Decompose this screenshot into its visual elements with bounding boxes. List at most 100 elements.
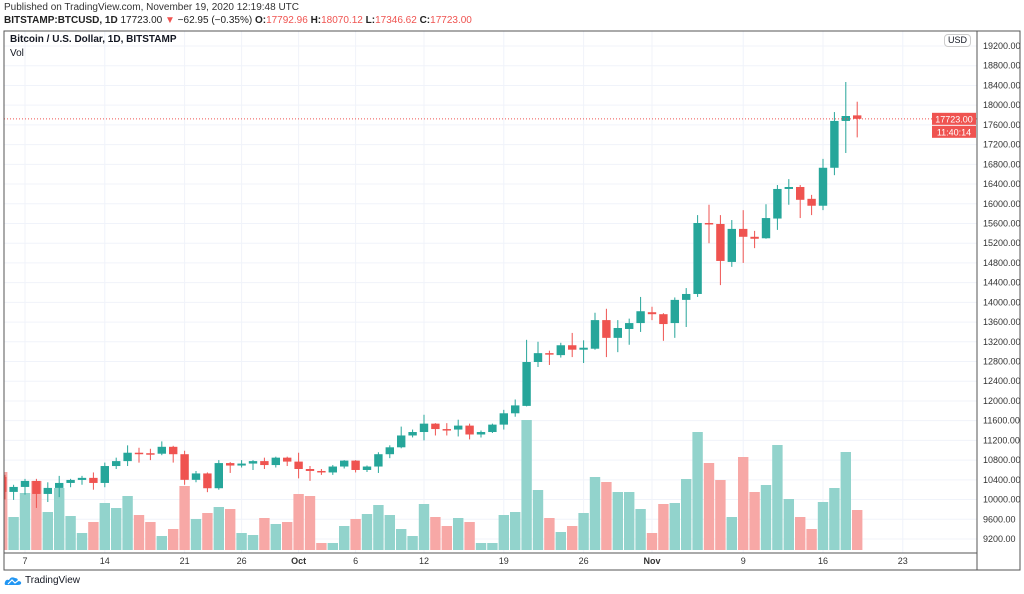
candle-body xyxy=(682,293,691,300)
volume-bar xyxy=(829,488,840,550)
candle-body xyxy=(773,188,782,219)
volume-bar xyxy=(42,512,53,550)
time-tick-label: 26 xyxy=(579,556,589,566)
candle-body xyxy=(739,228,748,237)
candle xyxy=(796,185,805,219)
candle xyxy=(294,452,303,479)
volume-bar xyxy=(464,522,475,550)
candle xyxy=(465,423,474,440)
candle xyxy=(43,482,52,503)
candle xyxy=(499,409,508,430)
candle-body xyxy=(214,463,223,489)
candle-body xyxy=(374,454,383,467)
close-value: 17723.00 xyxy=(430,15,472,26)
candle-body xyxy=(727,228,736,262)
tradingview-logo[interactable]: TradingView xyxy=(4,575,80,586)
price-tick-label: 14000.00 xyxy=(983,297,1021,307)
time-tick-label: 9 xyxy=(741,556,746,566)
volume-bar xyxy=(692,432,703,550)
volume-bars xyxy=(4,420,863,550)
candle xyxy=(4,474,7,500)
volume-bar xyxy=(487,543,498,550)
candle xyxy=(488,423,497,434)
candle xyxy=(237,460,246,468)
candle xyxy=(568,332,577,358)
price-tick-label: 15200.00 xyxy=(983,238,1021,248)
candle xyxy=(773,185,782,230)
candle-body xyxy=(9,486,18,492)
candle xyxy=(271,456,280,468)
candle-body xyxy=(294,461,303,469)
price-tick-label: 12000.00 xyxy=(983,396,1021,406)
candle xyxy=(55,475,64,498)
candle xyxy=(579,340,588,363)
volume-bar xyxy=(236,533,247,550)
candle xyxy=(841,81,850,153)
candle xyxy=(419,414,429,441)
candle-body xyxy=(146,453,155,455)
current-price-label: 17723.00 xyxy=(935,114,973,124)
candle-body xyxy=(556,345,565,356)
candle-body xyxy=(465,425,474,435)
volume-bar xyxy=(133,515,145,550)
candle xyxy=(727,220,736,267)
candle xyxy=(305,466,315,481)
volume-bar xyxy=(122,496,133,550)
candle-body xyxy=(248,461,258,464)
candle-body xyxy=(362,466,372,470)
grid xyxy=(4,31,977,553)
volume-bar xyxy=(521,420,532,550)
volume-bar xyxy=(213,507,224,550)
candle-body xyxy=(431,423,440,430)
volume-bar xyxy=(373,505,384,550)
candle-body xyxy=(841,116,850,121)
price-tick-label: 9200.00 xyxy=(983,534,1016,544)
time-tick-label: 14 xyxy=(100,556,110,566)
volume-bar xyxy=(179,486,190,550)
candle xyxy=(590,312,600,350)
volume-bar xyxy=(190,519,202,550)
candle xyxy=(123,445,132,467)
price-tick-label: 18400.00 xyxy=(983,80,1021,90)
currency-button[interactable]: USD xyxy=(944,34,972,47)
candle-body xyxy=(169,446,178,455)
time-tick-label: 21 xyxy=(180,556,190,566)
candle xyxy=(545,350,554,365)
volume-bar xyxy=(589,477,601,550)
volume-bar xyxy=(612,492,623,550)
price-tick-label: 9600.00 xyxy=(983,514,1016,524)
volume-bar xyxy=(76,533,88,550)
candle-body xyxy=(750,236,759,239)
volume-bar xyxy=(339,526,350,550)
candle xyxy=(32,478,41,508)
volume-bar xyxy=(111,508,122,550)
candle-body xyxy=(511,405,520,414)
volume-bar xyxy=(350,519,361,550)
candle xyxy=(191,470,201,483)
candle-body xyxy=(305,468,315,471)
price-tick-label: 10000.00 xyxy=(983,495,1021,505)
volume-bar xyxy=(703,463,715,550)
candle-body xyxy=(636,311,645,324)
candle-body xyxy=(716,223,725,261)
candle xyxy=(682,288,691,328)
time-tick-label: 19 xyxy=(499,556,509,566)
volume-bar xyxy=(19,493,31,550)
candle xyxy=(397,426,406,449)
volume-bar xyxy=(795,517,806,550)
candle xyxy=(328,465,337,475)
last-price: 17723.00 xyxy=(120,15,163,26)
volume-bar xyxy=(384,515,395,550)
symbol-name[interactable]: BITSTAMP:BTCUSD, 1D xyxy=(4,15,118,26)
volume-bar xyxy=(361,514,373,550)
candle-body xyxy=(476,432,486,435)
volume-bar xyxy=(840,452,851,550)
volume-bar xyxy=(247,535,259,550)
candle xyxy=(807,194,816,216)
volume-bar xyxy=(635,509,646,550)
candle xyxy=(556,342,565,358)
candle-body xyxy=(32,480,41,494)
volume-bar xyxy=(156,536,167,550)
candle xyxy=(613,320,622,353)
